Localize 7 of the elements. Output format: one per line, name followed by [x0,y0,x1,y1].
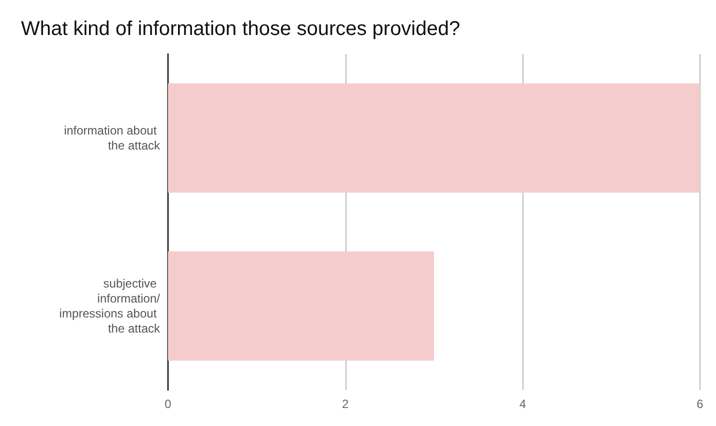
x-tick-label: 6 [696,397,704,411]
chart-title: What kind of information those sources provided? [21,18,460,40]
x-tick-label: 4 [519,397,526,411]
y-tick-label: subjective information/impressions about the attack [59,276,161,336]
y-tick-label: information about the attack [64,124,161,152]
x-tick-label: 2 [342,397,349,411]
x-tick-label: 0 [164,397,172,411]
